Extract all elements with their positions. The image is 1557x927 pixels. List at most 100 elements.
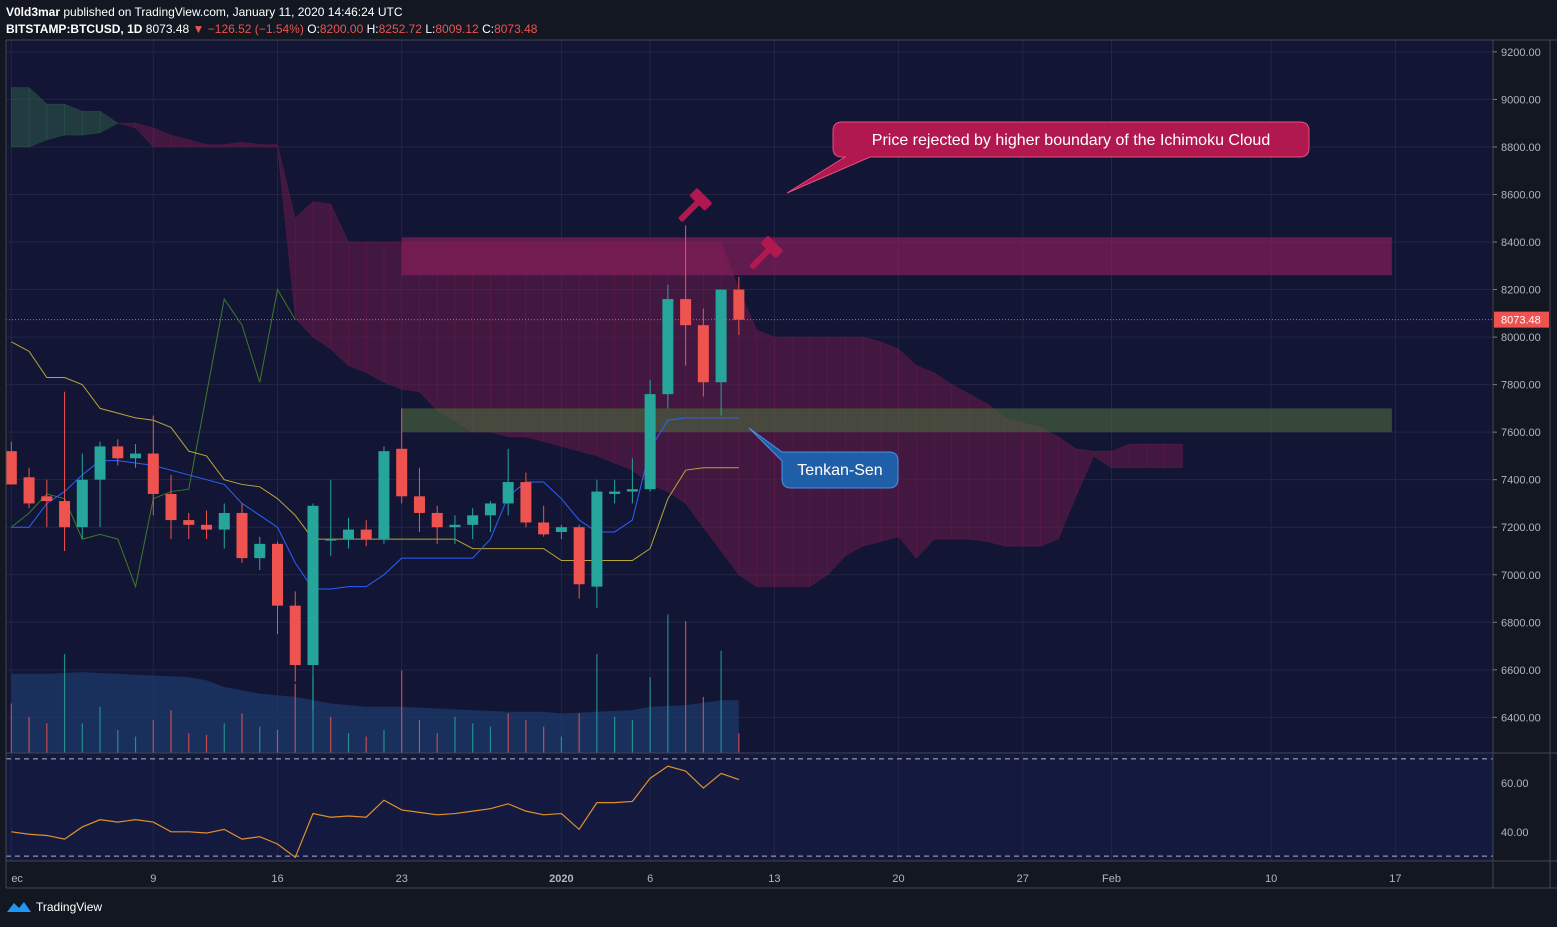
candle[interactable]	[626, 458, 638, 504]
rsi-tick-label: 60.00	[1501, 778, 1529, 790]
candle[interactable]	[165, 474, 177, 540]
candle[interactable]	[662, 284, 674, 409]
candle[interactable]	[431, 505, 443, 544]
candle[interactable]	[680, 225, 692, 366]
cloud-segment-red	[1022, 422, 1041, 547]
candle-body	[555, 527, 567, 532]
cloud-segment-red	[951, 384, 970, 540]
candle[interactable]	[147, 415, 159, 516]
cloud-segment-green	[82, 111, 101, 136]
candle[interactable]	[520, 472, 532, 528]
candle[interactable]	[413, 467, 425, 532]
close-value: 8073.48	[494, 22, 538, 36]
tradingview-footer[interactable]: TradingView	[6, 900, 102, 914]
candle-body	[449, 524, 461, 528]
candle[interactable]	[218, 503, 230, 549]
price-tick-label: 9000.00	[1501, 94, 1541, 106]
candle[interactable]	[183, 512, 195, 540]
candle-body	[733, 289, 745, 320]
price-axis[interactable]: 9200.00 9000.00 8800.00 8600.00 8400.00 8200.…	[1493, 47, 1549, 839]
cloud-rejection-callout[interactable]: Price rejected by higher boundary of the…	[786, 121, 1310, 194]
price-tick-label: 7600.00	[1501, 427, 1541, 439]
tenkan-sen-line[interactable]	[11, 417, 739, 590]
candle[interactable]	[467, 508, 479, 540]
candle[interactable]	[254, 536, 266, 570]
cloud-segment-red	[383, 241, 403, 390]
candle-body	[325, 539, 337, 541]
time-tick-label: 23	[396, 873, 408, 885]
candle[interactable]	[697, 308, 709, 397]
time-tick-label: 10	[1265, 873, 1277, 885]
candle[interactable]	[449, 515, 461, 544]
candle[interactable]	[591, 479, 603, 609]
publisher-name[interactable]: V0ld3mar	[6, 5, 61, 19]
cloud-segment-green	[99, 110, 119, 134]
candle-body	[467, 515, 479, 525]
candle-body	[591, 491, 603, 587]
candle[interactable]	[271, 541, 283, 635]
candle[interactable]	[5, 441, 17, 485]
candle[interactable]	[112, 439, 124, 466]
price-tick-label: 6400.00	[1501, 712, 1541, 724]
candle[interactable]	[307, 503, 319, 711]
resistance-zone[interactable]	[401, 237, 1392, 276]
rsi-tick-label: 40.00	[1501, 827, 1529, 839]
candle[interactable]	[484, 501, 496, 532]
time-axis[interactable]: ec 9 16 23 2020 6 13 20 27 Feb 10 17	[11, 873, 1401, 885]
candle[interactable]	[41, 479, 53, 528]
cloud-segment-red	[312, 201, 332, 350]
candle-body	[23, 477, 35, 504]
candle[interactable]	[396, 408, 408, 504]
candle[interactable]	[201, 510, 213, 540]
candle-body	[484, 503, 496, 516]
cloud-segment-red	[294, 200, 314, 338]
published-text: published on TradingView.com, January 11…	[63, 5, 403, 19]
down-arrow-icon: ▼	[192, 22, 205, 36]
candle[interactable]	[59, 391, 71, 551]
cloud-segment-red	[685, 241, 704, 529]
candle[interactable]	[538, 505, 550, 537]
candle-body	[165, 493, 177, 521]
candle[interactable]	[94, 441, 106, 528]
candle[interactable]	[76, 453, 88, 540]
candle[interactable]	[715, 289, 727, 416]
candle[interactable]	[23, 467, 35, 509]
candle[interactable]	[644, 379, 656, 492]
high-value: 8252.72	[378, 22, 422, 36]
candle-body	[662, 299, 674, 395]
candle[interactable]	[130, 444, 142, 468]
close-label: C:	[482, 22, 495, 36]
cloud-segment-red	[348, 241, 367, 374]
candle[interactable]	[360, 520, 372, 547]
support-zone[interactable]	[401, 408, 1392, 433]
rsi-pane[interactable]	[6, 754, 1493, 861]
candle[interactable]	[573, 524, 585, 599]
candle-body	[307, 505, 319, 666]
candle-body	[254, 543, 266, 559]
candle[interactable]	[609, 479, 621, 504]
publish-info: V0ld3mar published on TradingView.com, J…	[6, 5, 402, 19]
candle[interactable]	[555, 524, 567, 540]
symbol-name[interactable]: BITSTAMP:BTCUSD, 1D	[6, 22, 143, 36]
candle[interactable]	[378, 446, 390, 544]
cloud-segment-green	[46, 103, 65, 141]
rsi-line[interactable]	[11, 765, 740, 859]
candle[interactable]	[236, 503, 248, 563]
cloud-segment-red	[738, 289, 757, 588]
candle[interactable]	[325, 479, 337, 556]
candle-body	[573, 527, 585, 585]
candle[interactable]	[342, 517, 354, 549]
candle-body	[609, 491, 621, 494]
price-tick-label: 6800.00	[1501, 617, 1541, 629]
candle[interactable]	[502, 448, 514, 516]
candle[interactable]	[733, 276, 745, 335]
kijun-sen-line[interactable]	[11, 341, 739, 561]
hammer-icon	[749, 236, 783, 270]
candle[interactable]	[289, 591, 301, 682]
last-price-badge	[1494, 311, 1549, 328]
time-tick-label: 6	[647, 873, 653, 885]
callout-text: Price rejected by higher boundary of the…	[872, 132, 1270, 149]
time-tick-label: 20	[892, 873, 904, 885]
tenkan-sen-callout[interactable]: Tenkan-Sen	[748, 427, 899, 489]
